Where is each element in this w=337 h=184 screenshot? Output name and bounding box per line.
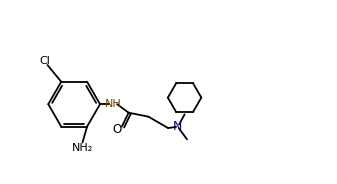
Text: Cl: Cl bbox=[40, 56, 51, 66]
Text: N: N bbox=[173, 120, 183, 133]
Text: NH: NH bbox=[104, 99, 121, 109]
Text: O: O bbox=[112, 123, 121, 136]
Text: NH₂: NH₂ bbox=[72, 143, 93, 153]
